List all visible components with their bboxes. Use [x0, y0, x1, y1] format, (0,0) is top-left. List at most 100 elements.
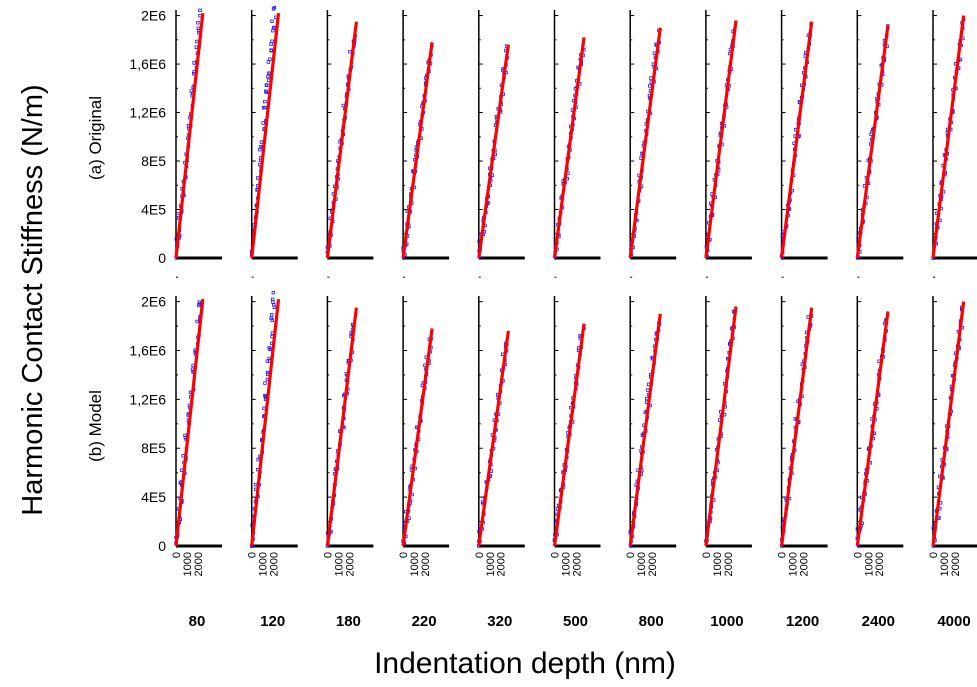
data-point [196, 26, 201, 30]
x-tick-label: 2000 [799, 552, 811, 576]
data-point [272, 26, 276, 30]
x-tick-label: 1000 [333, 552, 345, 576]
fit-line [855, 311, 890, 547]
y-tick-label: 0 [158, 250, 166, 266]
data-point [197, 303, 201, 308]
x-tick-label: 2000 [950, 552, 962, 576]
data-point [269, 316, 273, 321]
panel-original-180 [325, 10, 374, 260]
x-tick-label: 1000 [560, 552, 572, 576]
x-tick-label: 0 [171, 552, 183, 558]
row-label-model: (b) Model [86, 390, 105, 462]
data-point [270, 297, 275, 301]
data-point [253, 482, 258, 487]
y-tick-label: 1,2E6 [129, 391, 166, 407]
x-tick-label: 1000 [939, 552, 951, 576]
panel-original-120 [249, 5, 298, 260]
y-tick-label: 4E5 [141, 202, 166, 218]
data-point [268, 57, 272, 61]
data-point [272, 5, 277, 10]
fit-line [780, 307, 814, 547]
data-point [263, 105, 267, 110]
fit-line [704, 306, 738, 547]
y-tick-label: 1,6E6 [129, 56, 166, 72]
x-tick-label: 0 [322, 552, 334, 558]
data-point [259, 140, 264, 144]
fit-line [325, 21, 359, 259]
y-tick-label: 2E6 [141, 294, 166, 310]
x-tick-label: 1000 [409, 552, 421, 576]
data-point [266, 74, 270, 79]
fit-line [855, 25, 890, 259]
x-tick-label: 1000 [258, 552, 270, 576]
x-tick-label: 0 [247, 552, 259, 558]
data-point [341, 103, 345, 108]
panel-original-1000 [704, 10, 752, 260]
data-point [198, 8, 202, 13]
data-point [271, 300, 275, 304]
data-point [269, 42, 273, 46]
x-tick-label: 0 [928, 552, 940, 558]
y-tick-label: 1,6E6 [129, 342, 166, 358]
data-point [258, 147, 262, 152]
condition-label: 180 [336, 613, 361, 630]
data-point [271, 28, 275, 33]
condition-label: 80 [189, 613, 206, 630]
data-point [348, 49, 352, 54]
data-point [255, 176, 260, 180]
fit-line [174, 12, 205, 259]
y-tick-label: 2E6 [141, 8, 166, 24]
data-point [263, 381, 267, 385]
fit-line [477, 330, 510, 547]
data-point [264, 89, 268, 93]
data-point [263, 99, 267, 104]
panel-original-500 [552, 10, 601, 260]
fit-line [628, 27, 662, 259]
fit-line [250, 12, 281, 259]
panel-original-220 [401, 10, 450, 260]
data-point [648, 84, 652, 88]
data-point [189, 89, 194, 93]
data-point [195, 39, 199, 44]
fit-line [552, 37, 586, 259]
fit-line [931, 301, 966, 547]
x-tick-label: 0 [550, 552, 562, 558]
condition-label: 120 [260, 613, 285, 630]
data-point [265, 83, 269, 87]
data-point [272, 303, 276, 307]
data-point [261, 121, 265, 125]
data-point [262, 406, 266, 411]
y-tick-label: 1,2E6 [129, 105, 166, 121]
x-tick-label: 2000 [647, 552, 659, 576]
x-tick-label: 1000 [712, 552, 724, 576]
data-point [265, 370, 270, 375]
fit-line [780, 21, 814, 259]
y-axis-title: Harmonic Contact Stiffness (N/m) [17, 84, 49, 515]
panel-original-1200 [779, 10, 828, 260]
plot-area: 0 4E5 8E5 1,2E6 1,6E6 2E6 0 4E5 8E5 1,2E6 1,6E6 2E6… [129, 5, 977, 630]
data-point [195, 319, 199, 324]
panel-original-2400 [855, 10, 904, 260]
data-point [196, 21, 200, 25]
x-tick-label: 2000 [420, 552, 432, 576]
x-tick-label: 1000 [788, 552, 800, 576]
data-point [266, 60, 271, 64]
panel-original-800 [628, 10, 677, 260]
data-point [270, 19, 274, 23]
data-point [270, 39, 274, 43]
x-tick-label: 2000 [723, 552, 735, 576]
x-tick-label: 1000 [636, 552, 648, 576]
fit-line [174, 299, 205, 547]
y-tick-label: 4E5 [141, 489, 166, 505]
fit-line [552, 323, 586, 547]
